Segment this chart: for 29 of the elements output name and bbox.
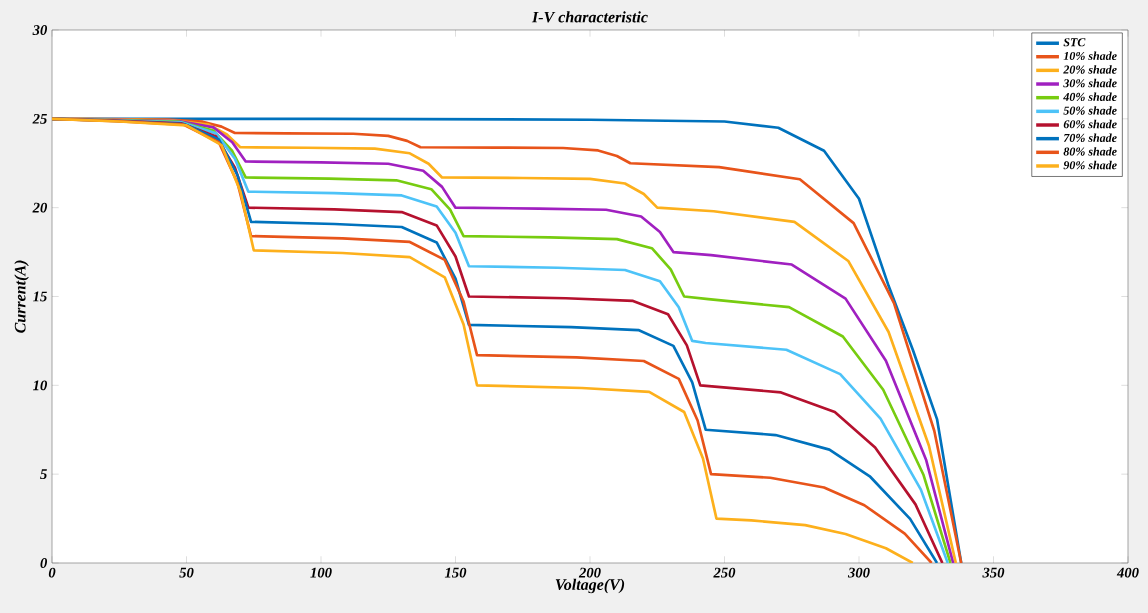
x-tick-label: 150	[444, 567, 467, 578]
x-tick-label: 100	[310, 567, 332, 578]
legend-label: 50% shade	[1063, 106, 1117, 115]
y-tick-label: 25	[32, 113, 47, 124]
x-tick-label: 200	[578, 567, 601, 578]
x-tick-label: 50	[179, 567, 194, 578]
legend-label: 90% shade	[1063, 160, 1117, 170]
y-tick-label: 20	[32, 202, 48, 213]
legend-label: STC	[1063, 38, 1086, 47]
x-tick-label: 250	[713, 567, 736, 578]
legend-label: 30% shade	[1063, 78, 1117, 88]
x-tick-label: 350	[982, 567, 1005, 578]
y-axis-title: Current(A)	[14, 260, 29, 333]
y-tick-label: 15	[32, 291, 47, 302]
legend-label: 70% shade	[1063, 133, 1117, 142]
y-tick-label: 5	[40, 469, 47, 480]
legend-label: 80% shade	[1063, 147, 1117, 156]
x-tick-label: 400	[1116, 567, 1139, 578]
y-tick-label: 0	[40, 558, 48, 568]
legend-label: 60% shade	[1063, 119, 1117, 129]
legend-label: 40% shade	[1063, 92, 1117, 102]
x-tick-label: 300	[847, 567, 870, 578]
y-tick-label: 30	[32, 25, 48, 35]
x-axis-title: Voltage(V)	[555, 578, 625, 594]
legend-label: 20% shade	[1063, 65, 1117, 74]
x-tick-label: 0	[48, 567, 56, 578]
chart-title: I-V characteristic	[531, 11, 648, 23]
legend-label: 10% shade	[1063, 51, 1117, 61]
y-tick-label: 10	[32, 380, 48, 391]
